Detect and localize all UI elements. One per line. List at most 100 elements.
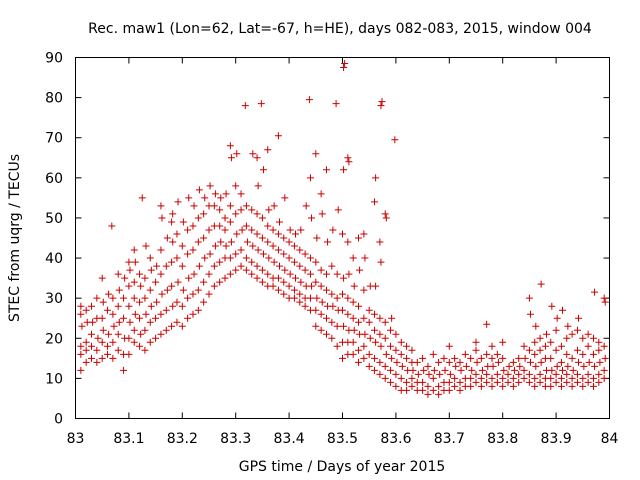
data-point — [333, 270, 341, 278]
data-point — [281, 266, 289, 274]
data-point — [344, 154, 352, 162]
data-point — [216, 258, 224, 266]
data-point — [451, 374, 459, 382]
data-point — [601, 298, 609, 306]
data-point — [82, 338, 90, 346]
data-point — [114, 346, 122, 354]
data-point — [248, 206, 256, 214]
data-point — [324, 238, 332, 246]
data-point — [226, 254, 234, 262]
data-point — [221, 274, 229, 282]
data-point — [248, 270, 256, 278]
data-point — [302, 202, 310, 210]
data-point — [157, 202, 165, 210]
data-point — [531, 350, 539, 358]
y-axis-label: STEC from uqrg / TECUs — [7, 154, 23, 322]
data-point — [184, 314, 192, 322]
data-point — [274, 246, 282, 254]
data-point — [419, 386, 427, 394]
data-point — [429, 374, 437, 382]
data-point — [520, 374, 528, 382]
data-point — [589, 334, 597, 342]
data-point — [89, 318, 97, 326]
data-point — [436, 370, 444, 378]
data-point — [296, 290, 304, 298]
data-point — [162, 326, 170, 334]
data-point — [339, 306, 346, 314]
data-point — [548, 366, 556, 374]
axis-ticks: 83 83.1 83.2 83.3 83.4 83.5 83.6 83.7 83.8 83.9 84… — [45, 51, 618, 448]
data-point — [557, 358, 565, 366]
data-point — [322, 166, 330, 174]
data-point — [99, 298, 107, 306]
x-tick-label: 84 — [601, 431, 619, 447]
data-point — [365, 306, 373, 314]
data-point — [365, 362, 373, 370]
data-point — [174, 198, 182, 206]
data-point — [435, 390, 443, 398]
data-point — [537, 280, 545, 288]
data-point — [264, 222, 272, 230]
data-point — [340, 322, 348, 330]
data-point — [445, 386, 453, 394]
data-point — [136, 270, 144, 278]
data-point — [206, 250, 214, 258]
data-point — [190, 270, 198, 278]
data-point — [349, 314, 357, 322]
y-tick-label: 90 — [45, 51, 63, 67]
data-point — [77, 350, 85, 358]
data-point — [573, 326, 581, 334]
data-point — [457, 366, 465, 374]
data-point — [372, 282, 380, 290]
data-point — [109, 354, 117, 362]
data-point — [137, 282, 145, 290]
data-point — [82, 358, 90, 366]
data-point — [344, 238, 352, 246]
x-tick-label: 83 — [67, 431, 85, 447]
data-point — [301, 250, 309, 258]
data-point — [563, 370, 571, 378]
data-point — [525, 370, 533, 378]
data-point — [157, 270, 165, 278]
data-point — [568, 330, 576, 338]
data-point — [563, 378, 571, 386]
data-point — [382, 214, 390, 222]
data-point — [168, 258, 176, 266]
data-point — [564, 362, 572, 370]
y-tick-label: 20 — [45, 331, 63, 347]
data-point — [104, 342, 112, 350]
data-point — [286, 226, 294, 234]
data-point — [173, 254, 181, 262]
data-point — [600, 342, 608, 350]
data-point — [290, 242, 298, 250]
data-point — [88, 330, 96, 338]
x-tick-label: 83.3 — [220, 431, 251, 447]
data-point — [536, 370, 544, 378]
data-point — [205, 270, 213, 278]
data-point — [105, 330, 113, 338]
data-point — [477, 354, 485, 362]
data-point — [141, 294, 149, 302]
data-point — [226, 218, 234, 226]
data-point — [242, 222, 250, 230]
data-point — [157, 246, 165, 254]
y-tick-label: 70 — [45, 131, 63, 147]
data-point — [456, 358, 464, 366]
data-point — [377, 258, 385, 266]
data-point — [553, 362, 561, 370]
data-point — [451, 354, 459, 362]
data-point — [493, 350, 501, 358]
data-point — [115, 286, 123, 294]
data-point — [211, 242, 219, 250]
data-point — [477, 382, 485, 390]
data-point — [249, 242, 257, 250]
data-point — [158, 290, 166, 298]
data-point — [226, 202, 234, 210]
y-tick-label: 60 — [45, 171, 63, 187]
data-point — [125, 258, 133, 266]
data-point — [168, 282, 176, 290]
data-point — [579, 334, 587, 342]
data-point — [403, 354, 411, 362]
data-point — [525, 346, 533, 354]
